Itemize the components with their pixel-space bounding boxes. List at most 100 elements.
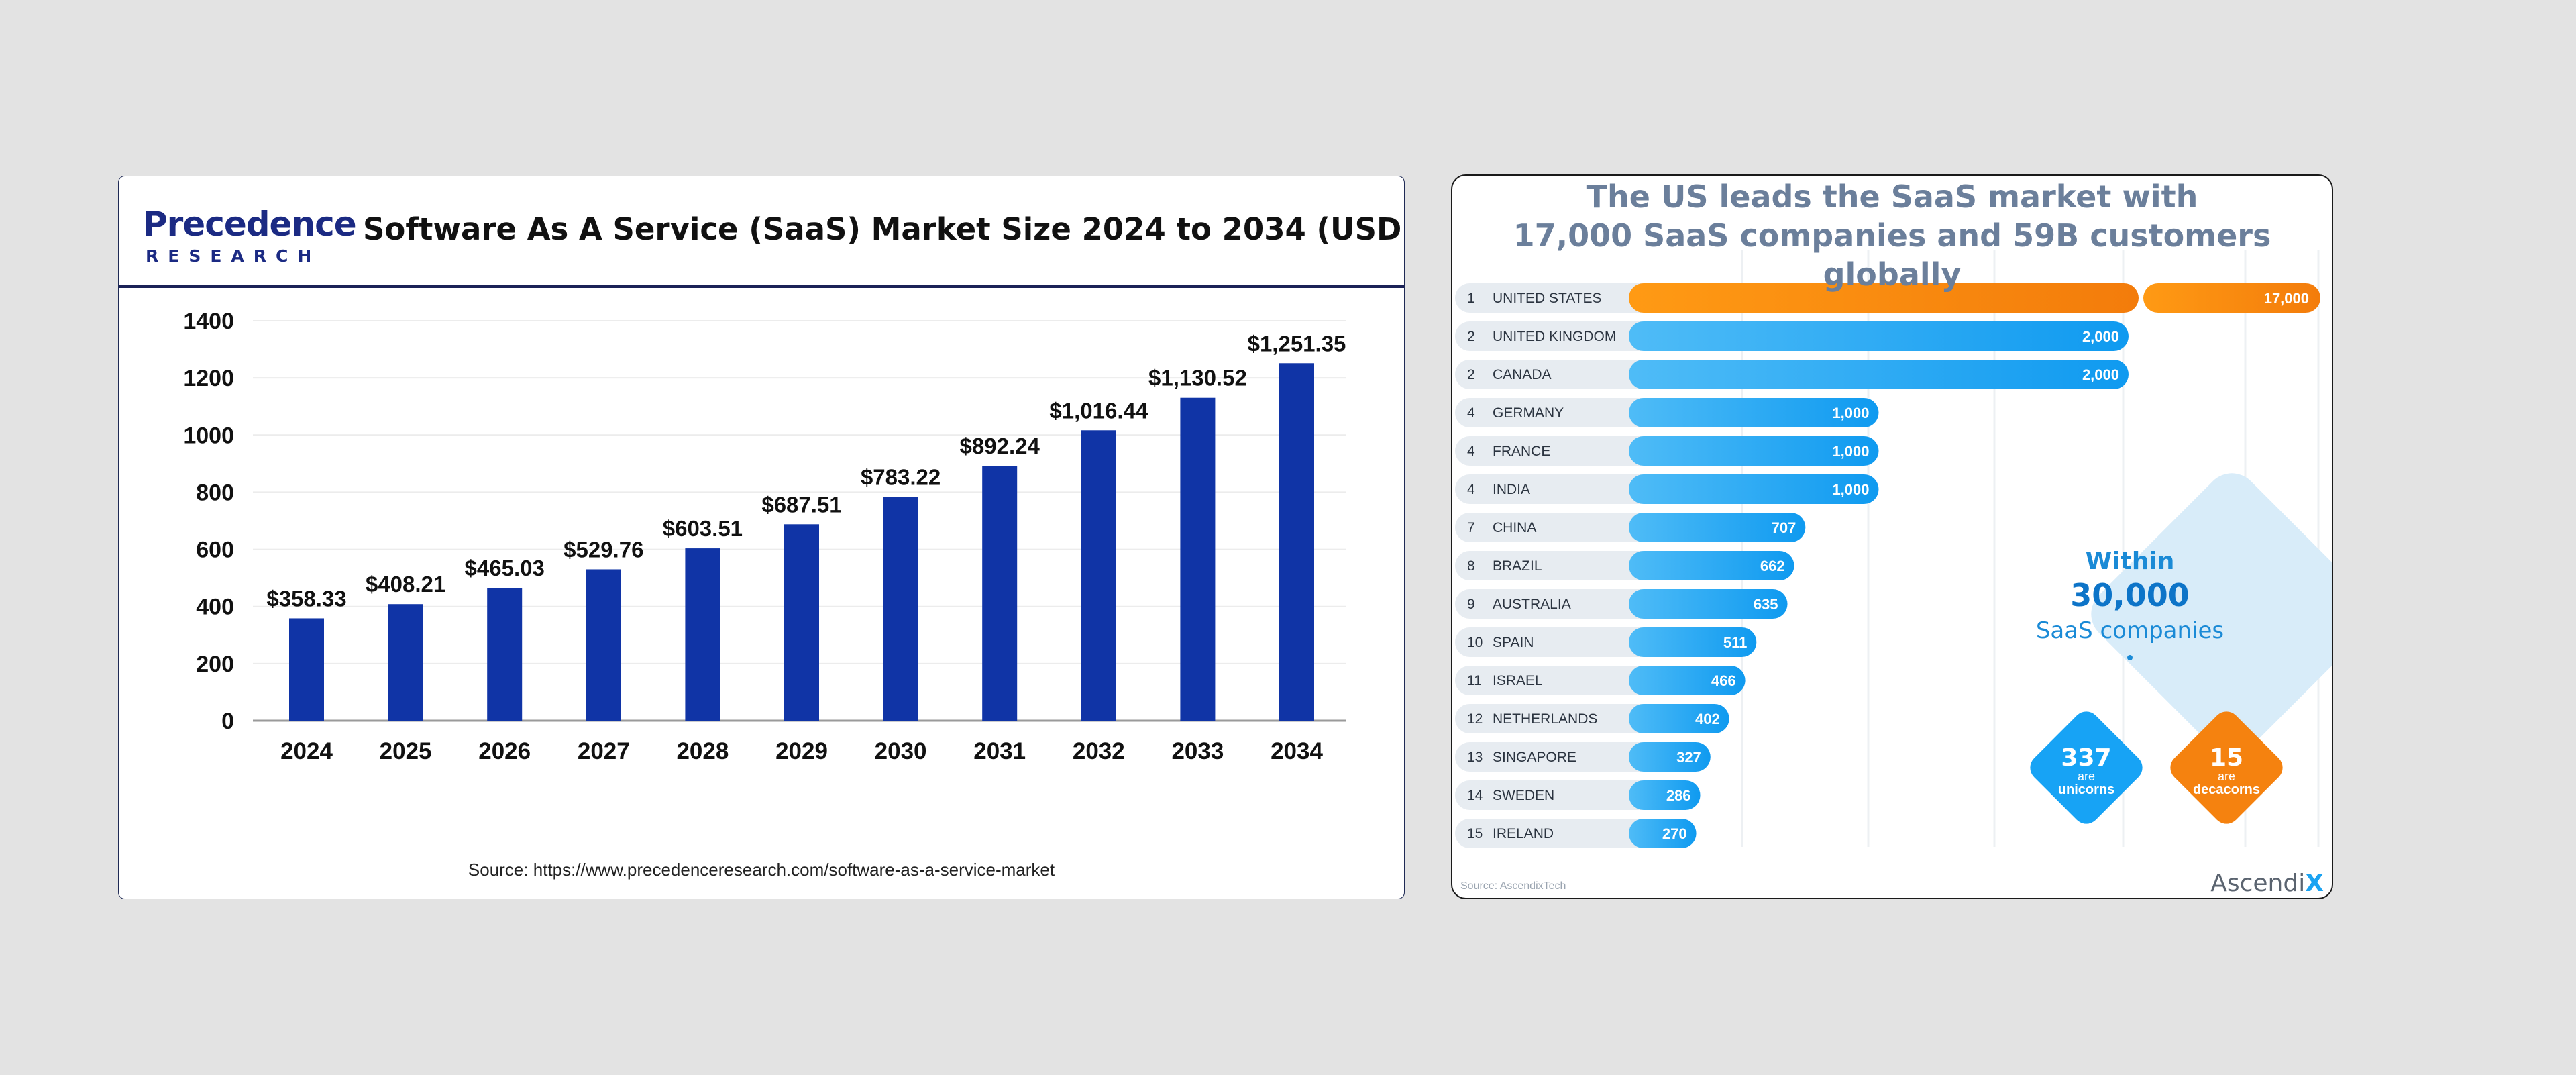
row-country: IRELAND <box>1493 826 1554 841</box>
bar-row <box>1629 819 1697 848</box>
row-value: 402 <box>1695 711 1720 727</box>
row-country: INDIA <box>1493 482 1530 497</box>
y-tick-label: 0 <box>221 709 234 734</box>
row-label-pill <box>1455 436 1656 466</box>
y-tick-label: 800 <box>196 480 234 505</box>
x-tick-label: 2033 <box>1171 738 1224 764</box>
bar-value-label: $408.21 <box>366 572 445 597</box>
row-value: 2,000 <box>2082 328 2119 345</box>
ascendix-logo: AscendiX <box>2210 870 2324 897</box>
bar-2029 <box>784 524 819 721</box>
row-label-pill <box>1455 819 1656 848</box>
bar-row <box>1629 513 1806 542</box>
bar-chart: 0 200 400 600 800 1000 1200 1400 $358.33 2024 $408… <box>183 309 1346 764</box>
bar-value-label: $529.76 <box>564 537 643 562</box>
x-tick-label: 2028 <box>676 738 729 764</box>
row-country: CANADA <box>1493 367 1552 382</box>
row-label-pill <box>1455 360 1656 389</box>
row-value: 270 <box>1662 825 1687 842</box>
row-value: 1,000 <box>1832 443 1869 460</box>
x-tick-label: 2024 <box>280 738 333 764</box>
chart-header: Precedence RESEARCH Software As A Servic… <box>119 176 1404 288</box>
within-sub: SaaS companies <box>2036 617 2224 644</box>
bar-united-states-continued <box>2143 283 2320 313</box>
brand-x: X <box>2305 870 2324 897</box>
ranking-title: The US leads the SaaS market with 17,000… <box>1452 177 2332 294</box>
bar-row <box>1629 742 1711 772</box>
bar-row <box>1629 780 1701 810</box>
y-tick-label: 600 <box>196 538 234 563</box>
row-value: 17,000 <box>2264 290 2309 307</box>
bar-2034 <box>1279 363 1314 721</box>
bar-row <box>1629 551 1794 580</box>
x-tick-label: 2029 <box>775 738 828 764</box>
row-rank: 2 <box>1467 367 1475 382</box>
x-tick-label: 2026 <box>478 738 531 764</box>
bar-row <box>1629 666 1746 695</box>
unicorns-diamond <box>2030 711 2143 824</box>
row-country: BRAZIL <box>1493 558 1542 574</box>
row-label-pill <box>1455 780 1656 810</box>
row-value: 662 <box>1760 558 1785 574</box>
bar-row <box>1629 704 1729 733</box>
x-tick-label: 2032 <box>1073 738 1125 764</box>
bar-value-label: $1,130.52 <box>1148 366 1247 391</box>
bar-united-states <box>1629 283 2139 313</box>
row-rank: 8 <box>1467 558 1475 574</box>
unicorns-label: unicorns <box>2058 782 2114 797</box>
bar-2030 <box>883 497 918 721</box>
row-country: CHINA <box>1493 520 1536 535</box>
row-country: ISRAEL <box>1493 673 1543 688</box>
decacorns-are: are <box>2218 770 2235 783</box>
divider-dot <box>2127 655 2133 660</box>
unicorns-value: 337 <box>2061 744 2111 772</box>
bar-2033 <box>1180 397 1216 721</box>
bar-value-label: $1,251.35 <box>1248 331 1346 356</box>
brand-text: Ascendi <box>2210 870 2306 897</box>
row-rank: 4 <box>1467 444 1475 459</box>
bar-2024 <box>289 618 324 721</box>
row-value: 635 <box>1754 596 1778 613</box>
x-tick-label: 2025 <box>380 738 432 764</box>
row-label-pill <box>1455 283 1656 313</box>
decacorns-label: decacorns <box>2193 782 2260 797</box>
row-rank: 9 <box>1467 597 1475 612</box>
callout-diamond <box>2091 473 2332 755</box>
row-rank: 13 <box>1467 750 1483 765</box>
logo-text-top: Precedence <box>143 205 357 244</box>
saas-country-ranking-panel: 1 UNITED STATES 17,000 2 UNITED KINGDOM 2,000… <box>1451 174 2333 899</box>
bar-2025 <box>388 604 423 721</box>
row-rank: 7 <box>1467 520 1475 535</box>
bar-value-label: $687.51 <box>761 492 841 517</box>
bar-value-label: $783.22 <box>861 465 941 490</box>
row-value: 511 <box>1723 634 1748 651</box>
x-tick-label: 2030 <box>875 738 927 764</box>
y-tick-label: 1000 <box>183 423 234 448</box>
country-ranking-chart: 1 UNITED STATES 17,000 2 UNITED KINGDOM 2,000… <box>1455 250 2332 848</box>
within-label: Within <box>2086 548 2175 575</box>
row-label-pill <box>1455 398 1656 427</box>
bar-value-label: $358.33 <box>266 586 346 611</box>
row-value: 286 <box>1666 787 1691 804</box>
bar-2032 <box>1081 430 1116 721</box>
x-tick-label: 2027 <box>578 738 630 764</box>
bar-row <box>1629 474 1879 504</box>
row-country: GERMANY <box>1493 405 1564 421</box>
bar-row <box>1629 321 2129 351</box>
y-tick-label: 400 <box>196 595 234 620</box>
source-note: Source: https://www.precedenceresearch.c… <box>468 860 1055 880</box>
bar-row <box>1629 398 1879 427</box>
row-label-pill <box>1455 742 1656 772</box>
row-rank: 1 <box>1467 291 1475 306</box>
row-value: 1,000 <box>1832 405 1869 421</box>
row-country: FRANCE <box>1493 444 1550 459</box>
row-value: 466 <box>1711 672 1736 689</box>
bar-row <box>1629 627 1757 657</box>
decacorns-diamond <box>2170 711 2283 824</box>
row-value: 1,000 <box>1832 481 1869 498</box>
row-country: AUSTRALIA <box>1493 597 1571 612</box>
y-tick-label: 1200 <box>183 366 234 391</box>
y-tick-label: 1400 <box>183 309 234 334</box>
row-label-pill <box>1455 551 1656 580</box>
row-label-pill <box>1455 666 1656 695</box>
